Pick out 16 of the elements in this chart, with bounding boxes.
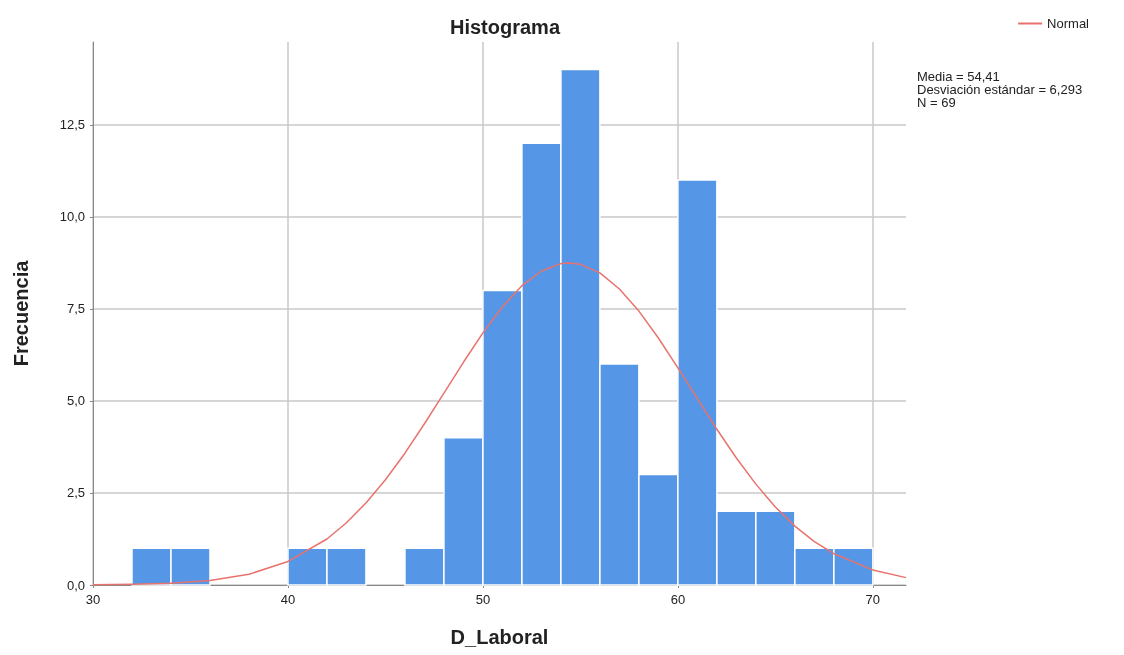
x-axis-title: D_Laboral [450, 626, 549, 648]
x-tick-label: 40 [280, 592, 296, 607]
y-tick-label: 10,0 [59, 209, 85, 225]
y-tick-label: 2,5 [66, 485, 85, 501]
x-tick-label: 60 [670, 592, 686, 607]
x-tick-label: 70 [865, 592, 881, 607]
text: Media = 54,41 Desviación estándar = 6,293 N = 69 [917, 69, 1083, 110]
y-tick-label: 0,0 [66, 577, 85, 593]
x-tick-label: 30 [85, 592, 101, 607]
y-axis-title: Frecuencia [10, 259, 32, 367]
y-tick-label: 12,5 [59, 117, 85, 133]
legend-label: Normal [1047, 16, 1090, 31]
y-tick-label: 5,0 [66, 393, 85, 409]
y-tick-label: 7,5 [66, 301, 85, 317]
chart-title: Histograma [449, 16, 561, 38]
x-tick-label: 50 [475, 592, 491, 607]
